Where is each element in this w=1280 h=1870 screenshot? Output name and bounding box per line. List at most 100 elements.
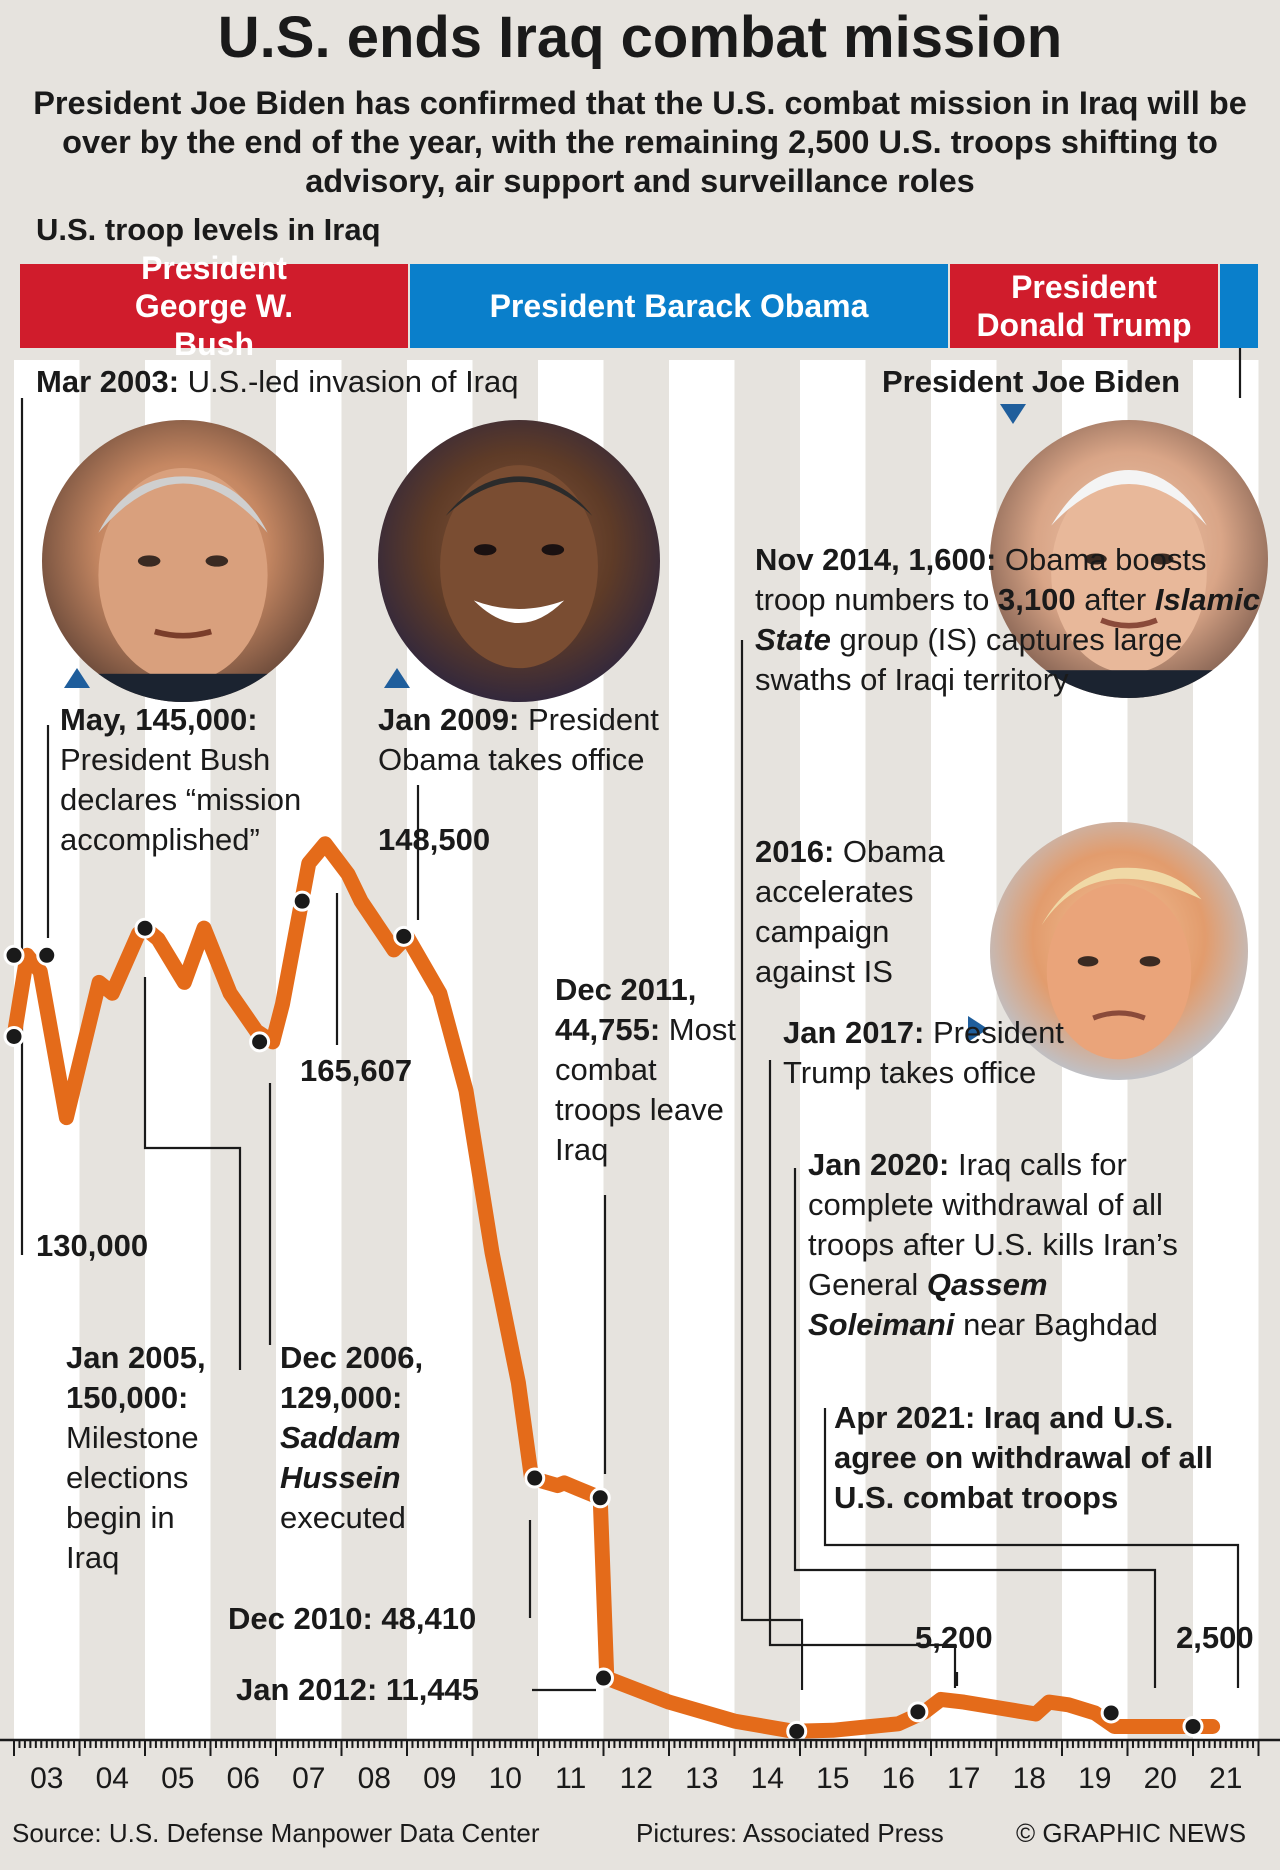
x-tick-label: 16	[882, 1762, 915, 1795]
annotation-nov2014-text3: group (IS) captures large swaths of Iraq…	[755, 622, 1183, 697]
annotation-jan2020-text1: Iraq calls for complete withdrawal of al…	[808, 1147, 1178, 1302]
event-marker	[786, 1720, 808, 1742]
portrait-bush	[42, 420, 324, 702]
troop-level-series	[6, 836, 1221, 1739]
band-obama-label: President Barack Obama	[489, 288, 869, 324]
x-tick-label: 09	[423, 1762, 456, 1795]
annotation-may: May, 145,000: President Bush declares “m…	[60, 700, 330, 860]
annotation-jan2009: Jan 2009: President Obama takes office	[378, 700, 718, 780]
annotation-apr2021-text: Apr 2021: Iraq and U.S. agree on withdra…	[834, 1400, 1213, 1515]
x-tick-label: 11	[555, 1762, 586, 1795]
x-tick-label: 15	[816, 1762, 849, 1795]
annotation-jan2005-head: Jan 2005, 150,000:	[66, 1340, 206, 1415]
pointer-down-icon	[1000, 404, 1026, 424]
x-tick-label: 05	[161, 1762, 194, 1795]
chart-title: U.S. troop levels in Iraq	[36, 212, 381, 247]
annotation-jan2020-name: Qassem Soleimani	[808, 1267, 1048, 1342]
face-icon	[42, 467, 324, 702]
annotation-nov2014: Nov 2014, 1,600: Obama boosts troop numb…	[755, 540, 1265, 700]
event-marker	[593, 1667, 614, 1689]
footer-pictures: Pictures: Associated Press	[636, 1818, 944, 1848]
annotation-jan2017-date: Jan 2017:	[783, 1015, 925, 1050]
x-tick-label: 04	[96, 1762, 129, 1795]
event-marker	[3, 944, 25, 966]
annotation-jan2009-text: President Obama takes office	[378, 702, 659, 777]
band-trump-label: President Donald Trump	[976, 269, 1192, 343]
annotation-jan2020-date: Jan 2020:	[808, 1147, 950, 1182]
leader-apr2021	[823, 1408, 1240, 1688]
x-tick-label: 18	[1013, 1762, 1046, 1795]
annotation-dec2006-head: Dec 2006, 129,000:	[280, 1340, 424, 1415]
event-marker	[524, 1467, 546, 1489]
event-marker	[907, 1701, 929, 1723]
event-marker	[393, 925, 415, 947]
year-stripe	[669, 360, 735, 1740]
annotation-apr2021: Apr 2021: Iraq and U.S. agree on withdra…	[834, 1398, 1244, 1518]
annotation-2016-date: 2016:	[755, 834, 835, 869]
footer-credit: © GRAPHIC NEWS	[1016, 1818, 1247, 1848]
x-tick-label: 08	[358, 1762, 391, 1795]
year-stripe	[800, 360, 866, 1740]
annotation-jan2009-date: Jan 2009:	[378, 702, 520, 737]
x-tick-label: 12	[620, 1762, 653, 1795]
x-tick-label: 13	[685, 1762, 718, 1795]
value-130000: 130,000	[36, 1228, 149, 1263]
annotation-may-text: President Bush declares “mission accompl…	[60, 742, 302, 857]
event-markers	[3, 890, 1204, 1742]
portrait-obama	[378, 420, 660, 702]
page-subtitle: President Joe Biden has confirmed that t…	[33, 85, 1247, 199]
annotation-mar2003-text: U.S.-led invasion of Iraq	[187, 364, 519, 399]
annotation-nov2014-text1: Obama boosts troop numbers to	[755, 542, 1207, 617]
annotation-may-head: May, 145,000:	[60, 702, 258, 737]
face-icon	[440, 465, 598, 669]
annotation-dec2006-text: executed	[280, 1500, 406, 1535]
x-tick-label: 21	[1209, 1762, 1242, 1795]
annotation-jan2005: Jan 2005, 150,000: Milestone elections b…	[66, 1338, 236, 1578]
pointer-up-icon	[384, 668, 410, 688]
label-biden-text: President Joe Biden	[882, 364, 1181, 399]
annotation-dec2006: Dec 2006, 129,000: Saddam Hussein execut…	[280, 1338, 480, 1538]
event-marker	[589, 1487, 611, 1509]
portrait-trump	[990, 822, 1248, 1080]
x-tick-label: 20	[1144, 1762, 1177, 1795]
label-biden: President Joe Biden	[882, 362, 1232, 402]
footer-source: Source: U.S. Defense Manpower Data Cente…	[12, 1818, 540, 1848]
value-jan2012: Jan 2012: 11,445	[236, 1672, 480, 1707]
x-tick-label: 14	[751, 1762, 784, 1795]
annotation-nov2014-text2: after	[1084, 582, 1147, 617]
annotation-dec2011-head: Dec 2011, 44,755:	[555, 972, 697, 1047]
annotation-2016: 2016: Obama accelerates campaign against…	[755, 832, 985, 992]
event-marker	[134, 917, 156, 939]
value-165607: 165,607	[300, 1053, 413, 1088]
event-marker	[249, 1031, 271, 1053]
event-marker	[3, 1025, 25, 1047]
annotation-mar2003: Mar 2003: U.S.-led invasion of Iraq	[36, 362, 656, 402]
x-tick-label: 07	[292, 1762, 325, 1795]
x-tick-label: 06	[227, 1762, 260, 1795]
annotation-dec2006-name: Saddam Hussein	[280, 1420, 401, 1495]
pointer-up-icon	[64, 668, 90, 688]
x-tick-label: 03	[30, 1762, 63, 1795]
band-biden	[1220, 264, 1258, 348]
band-bush-label: President George W. Bush	[134, 250, 294, 362]
band-bush: President George W. Bush	[20, 250, 408, 362]
x-tick-label: 17	[947, 1762, 980, 1795]
leader-jan2020	[793, 1168, 1157, 1688]
band-obama: President Barack Obama	[410, 264, 948, 348]
x-tick-label: 10	[489, 1762, 522, 1795]
face-icon	[1041, 867, 1202, 1060]
x-axis-ticks	[13, 1740, 1260, 1756]
annotation-jan2020: Jan 2020: Iraq calls for complete withdr…	[808, 1145, 1178, 1345]
annotation-jan2017-text: President Trump takes office	[783, 1015, 1064, 1090]
event-marker	[36, 944, 58, 966]
leader-nov2014	[740, 640, 804, 1690]
event-marker	[1182, 1715, 1204, 1737]
year-stripe	[931, 360, 997, 1740]
value-5200: 5,200	[915, 1620, 993, 1655]
annotation-dec2011-text: Most combat troops leave Iraq	[555, 1012, 736, 1167]
annotation-dec2011: Dec 2011, 44,755: Most combat troops lea…	[555, 970, 745, 1170]
x-axis-tick-labels: 03 04 05 06 07 08 09 10 11 12 13 14 15 16 17 18 19 20 21	[30, 1762, 1242, 1795]
annotation-jan2017: Jan 2017: President Trump takes office	[783, 1013, 1083, 1093]
value-148500: 148,500	[378, 822, 491, 857]
annotation-nov2014-head: Nov 2014, 1,600:	[755, 542, 997, 577]
